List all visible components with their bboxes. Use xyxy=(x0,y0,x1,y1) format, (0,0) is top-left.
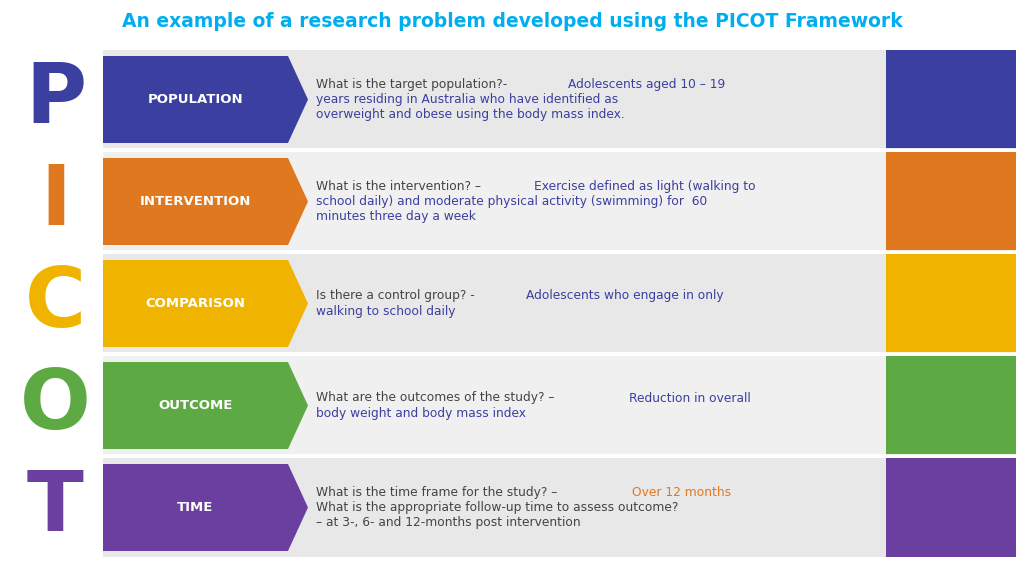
Text: What is the time frame for the study? –: What is the time frame for the study? – xyxy=(316,486,561,499)
Text: What are the outcomes of the study? –: What are the outcomes of the study? – xyxy=(316,391,558,404)
Text: school daily) and moderate physical activity (swimming) for  60: school daily) and moderate physical acti… xyxy=(316,195,708,208)
Bar xyxy=(103,356,1016,455)
Text: POPULATION: POPULATION xyxy=(147,93,244,106)
Bar xyxy=(103,458,1016,557)
Bar xyxy=(886,356,1016,455)
Text: Reduction in overall: Reduction in overall xyxy=(629,391,751,404)
Text: body weight and body mass index: body weight and body mass index xyxy=(316,407,526,420)
Text: C: C xyxy=(25,263,86,344)
Text: years residing in Australia who have identified as: years residing in Australia who have ide… xyxy=(316,93,618,106)
Text: – at 3-, 6- and 12-months post intervention: – at 3-, 6- and 12-months post intervent… xyxy=(316,516,581,529)
Text: What is the intervention? –: What is the intervention? – xyxy=(316,180,485,193)
Text: What is the appropriate follow-up time to assess outcome?: What is the appropriate follow-up time t… xyxy=(316,501,678,514)
Bar xyxy=(103,152,1016,251)
Bar xyxy=(886,254,1016,353)
Bar xyxy=(103,50,1016,149)
Text: minutes three day a week: minutes three day a week xyxy=(316,210,476,223)
Bar xyxy=(103,254,1016,353)
Text: OUTCOME: OUTCOME xyxy=(159,399,232,412)
Text: I: I xyxy=(40,161,71,242)
Text: O: O xyxy=(20,365,91,446)
Text: overweight and obese using the body mass index.: overweight and obese using the body mass… xyxy=(316,108,625,121)
Text: What is the target population?-: What is the target population?- xyxy=(316,78,511,91)
Bar xyxy=(886,152,1016,251)
Polygon shape xyxy=(103,260,308,347)
Polygon shape xyxy=(103,56,308,143)
Text: An example of a research problem developed using the PICOT Framework: An example of a research problem develop… xyxy=(122,12,902,31)
Bar xyxy=(886,458,1016,557)
Text: P: P xyxy=(25,59,86,140)
Text: walking to school daily: walking to school daily xyxy=(316,304,456,318)
Text: Adolescents who engage in only: Adolescents who engage in only xyxy=(526,290,724,303)
Polygon shape xyxy=(103,464,308,551)
Text: Adolescents aged 10 – 19: Adolescents aged 10 – 19 xyxy=(567,78,725,91)
Text: T: T xyxy=(27,467,84,548)
Polygon shape xyxy=(103,158,308,245)
Text: COMPARISON: COMPARISON xyxy=(145,297,246,310)
Polygon shape xyxy=(103,362,308,449)
Text: Over 12 months: Over 12 months xyxy=(633,486,731,499)
Bar xyxy=(886,50,1016,149)
Text: Exercise defined as light (walking to: Exercise defined as light (walking to xyxy=(534,180,756,193)
Text: Is there a control group? -: Is there a control group? - xyxy=(316,290,478,303)
Text: INTERVENTION: INTERVENTION xyxy=(140,195,251,208)
Text: TIME: TIME xyxy=(177,501,214,514)
